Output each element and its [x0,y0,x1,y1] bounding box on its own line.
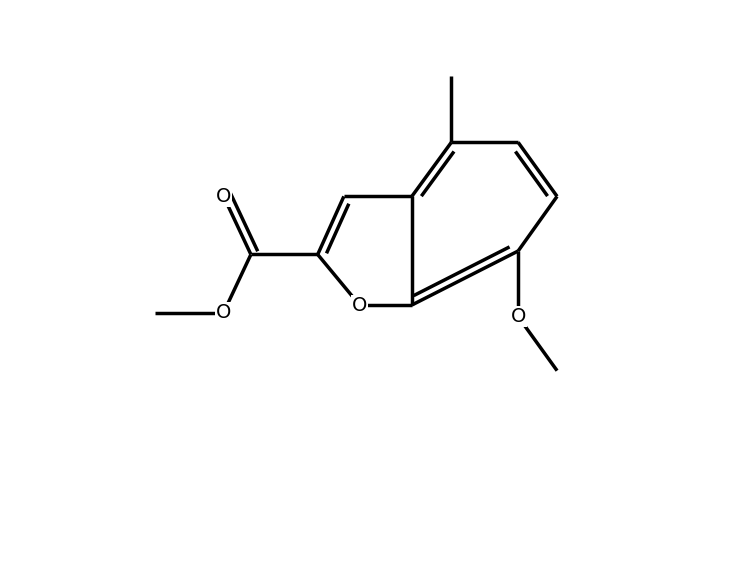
Text: O: O [216,187,232,206]
Text: O: O [216,303,232,322]
Text: O: O [511,307,526,326]
Text: O: O [352,296,367,314]
